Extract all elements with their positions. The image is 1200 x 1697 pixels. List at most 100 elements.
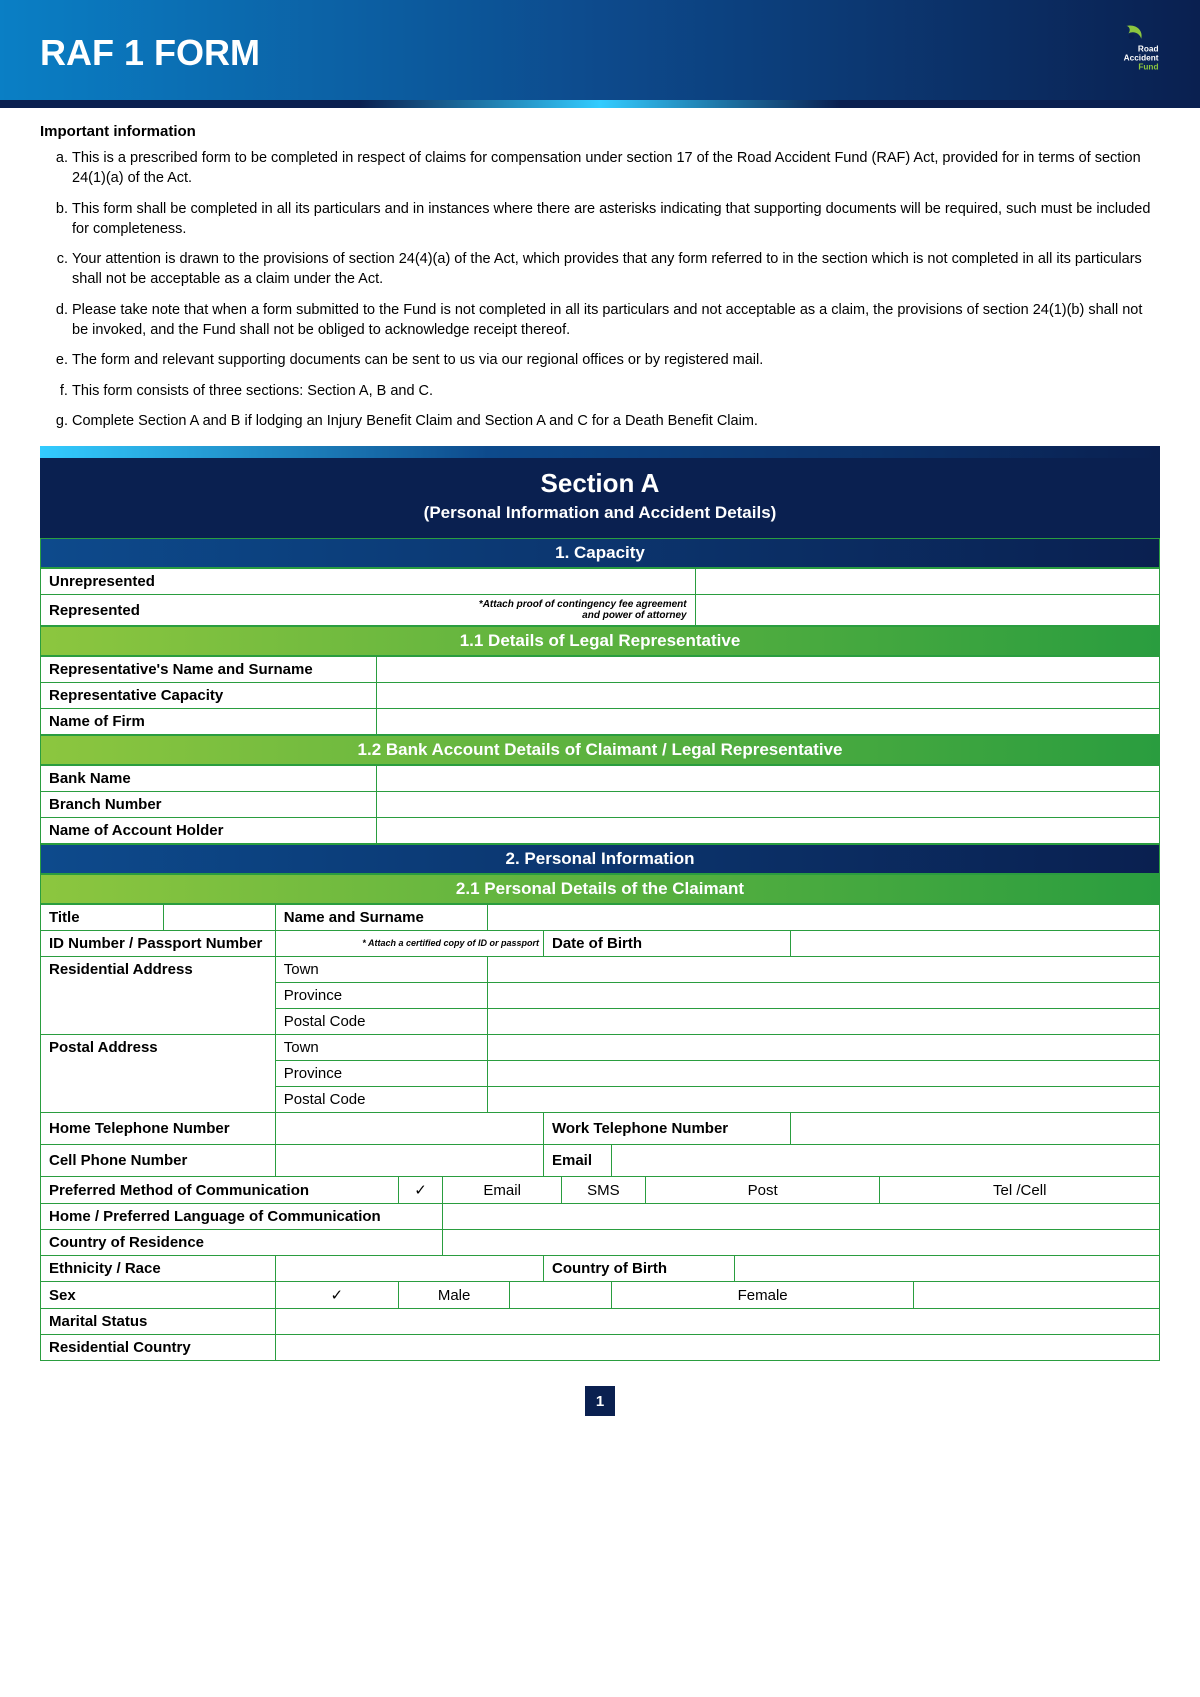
country-birth-field[interactable] bbox=[735, 1256, 1160, 1282]
header-band: RAF 1 FORM Road Accident Fund bbox=[0, 0, 1200, 100]
branch-label: Branch Number bbox=[41, 792, 377, 818]
name-label: Name and Surname bbox=[275, 905, 487, 931]
cell-label: Cell Phone Number bbox=[41, 1145, 276, 1177]
capacity-table: Unrepresented Represented *Attach proof … bbox=[40, 568, 1160, 626]
res-postal-label: Postal Code bbox=[275, 1009, 487, 1035]
female-label: Female bbox=[612, 1282, 914, 1309]
res-town-field[interactable] bbox=[488, 957, 1160, 983]
rep-name-label: Representative's Name and Surname bbox=[41, 657, 377, 683]
res-postal-field[interactable] bbox=[488, 1009, 1160, 1035]
home-tel-label: Home Telephone Number bbox=[41, 1113, 276, 1145]
home-tel-field[interactable] bbox=[275, 1113, 543, 1145]
rep-capacity-field[interactable] bbox=[376, 683, 1159, 709]
info-item: Complete Section A and B if lodging an I… bbox=[72, 411, 1160, 431]
info-item: This is a prescribed form to be complete… bbox=[72, 148, 1160, 189]
opt-tel[interactable]: Tel /Cell bbox=[880, 1177, 1160, 1204]
ethnicity-field[interactable] bbox=[275, 1256, 543, 1282]
marital-field[interactable] bbox=[275, 1309, 1159, 1335]
opt-email[interactable]: Email bbox=[443, 1177, 562, 1204]
postal-addr-label: Postal Address bbox=[41, 1035, 276, 1113]
postal-province-field[interactable] bbox=[488, 1061, 1160, 1087]
ethnicity-label: Ethnicity / Race bbox=[41, 1256, 276, 1282]
res-province-label: Province bbox=[275, 983, 487, 1009]
important-list: This is a prescribed form to be complete… bbox=[40, 148, 1160, 431]
id-passport-label: ID Number / Passport Number bbox=[41, 931, 276, 957]
pref-check-icon: ✓ bbox=[398, 1177, 443, 1204]
unrepresented-field[interactable] bbox=[695, 569, 1159, 595]
home-lang-field[interactable] bbox=[443, 1204, 1160, 1230]
postal-code-label: Postal Code bbox=[275, 1087, 487, 1113]
postal-town-label: Town bbox=[275, 1035, 487, 1061]
section-header: Section A (Personal Information and Acci… bbox=[40, 458, 1160, 538]
postal-town-field[interactable] bbox=[488, 1035, 1160, 1061]
opt-sms[interactable]: SMS bbox=[561, 1177, 645, 1204]
section-a: Section A (Personal Information and Acci… bbox=[40, 446, 1160, 1361]
country-res-label: Country of Residence bbox=[41, 1230, 443, 1256]
info-item: Please take note that when a form submit… bbox=[72, 300, 1160, 341]
info-item: This form shall be completed in all its … bbox=[72, 199, 1160, 240]
svg-text:Fund: Fund bbox=[1138, 63, 1158, 72]
represented-note: *Attach proof of contingency fee agreeme… bbox=[467, 599, 687, 621]
name-field[interactable] bbox=[488, 905, 1160, 931]
postal-province-label: Province bbox=[275, 1061, 487, 1087]
subheader-personal: 2. Personal Information bbox=[40, 844, 1160, 874]
holder-label: Name of Account Holder bbox=[41, 818, 377, 844]
res-country-field[interactable] bbox=[275, 1335, 1159, 1361]
title-field[interactable] bbox=[163, 905, 275, 931]
opt-post[interactable]: Post bbox=[645, 1177, 880, 1204]
work-tel-label: Work Telephone Number bbox=[544, 1113, 791, 1145]
male-label: Male bbox=[398, 1282, 510, 1309]
legal-rep-table: Representative's Name and Surname Repres… bbox=[40, 656, 1160, 735]
page-title: RAF 1 FORM bbox=[40, 32, 260, 74]
email-label: Email bbox=[544, 1145, 612, 1177]
section-header-accent bbox=[40, 446, 1160, 458]
country-res-field[interactable] bbox=[443, 1230, 1160, 1256]
subheader-legal-rep: 1.1 Details of Legal Representative bbox=[40, 626, 1160, 656]
bank-name-label: Bank Name bbox=[41, 766, 377, 792]
male-field[interactable] bbox=[510, 1282, 612, 1309]
info-item: The form and relevant supporting documen… bbox=[72, 350, 1160, 370]
represented-label: Represented bbox=[49, 602, 140, 619]
res-country-label: Residential Country bbox=[41, 1335, 276, 1361]
svg-text:Road: Road bbox=[1138, 45, 1159, 54]
id-note: * Attach a certified copy of ID or passp… bbox=[284, 939, 539, 949]
important-heading: Important information bbox=[40, 123, 1160, 140]
represented-field[interactable] bbox=[695, 595, 1159, 626]
dob-field[interactable] bbox=[791, 931, 1160, 957]
branch-field[interactable] bbox=[376, 792, 1159, 818]
email-field[interactable] bbox=[612, 1145, 1160, 1177]
home-lang-label: Home / Preferred Language of Communicati… bbox=[41, 1204, 443, 1230]
res-province-field[interactable] bbox=[488, 983, 1160, 1009]
bank-name-field[interactable] bbox=[376, 766, 1159, 792]
bank-table: Bank Name Branch Number Name of Account … bbox=[40, 765, 1160, 844]
sex-label: Sex bbox=[41, 1282, 276, 1309]
dob-label: Date of Birth bbox=[544, 931, 791, 957]
represented-row: Represented *Attach proof of contingency… bbox=[41, 595, 696, 626]
firm-field[interactable] bbox=[376, 709, 1159, 735]
info-item: This form consists of three sections: Se… bbox=[72, 381, 1160, 401]
unrepresented-label: Unrepresented bbox=[41, 569, 696, 595]
raf-logo: Road Accident Fund bbox=[1100, 20, 1160, 85]
pref-com-label: Preferred Method of Communication bbox=[41, 1177, 399, 1204]
res-town-label: Town bbox=[275, 957, 487, 983]
id-passport-field[interactable]: * Attach a certified copy of ID or passp… bbox=[275, 931, 543, 957]
female-field[interactable] bbox=[913, 1282, 1159, 1309]
country-birth-label: Country of Birth bbox=[544, 1256, 735, 1282]
work-tel-field[interactable] bbox=[791, 1113, 1160, 1145]
subheader-claimant: 2.1 Personal Details of the Claimant bbox=[40, 874, 1160, 904]
section-title: Section A bbox=[40, 468, 1160, 499]
cell-field[interactable] bbox=[275, 1145, 543, 1177]
subheader-capacity: 1. Capacity bbox=[40, 538, 1160, 568]
rep-name-field[interactable] bbox=[376, 657, 1159, 683]
info-item: Your attention is drawn to the provision… bbox=[72, 249, 1160, 290]
section-subtitle: (Personal Information and Accident Detai… bbox=[40, 503, 1160, 523]
claimant-table: Title Name and Surname ID Number / Passp… bbox=[40, 904, 1160, 1361]
holder-field[interactable] bbox=[376, 818, 1159, 844]
postal-code-field[interactable] bbox=[488, 1087, 1160, 1113]
page-number: 1 bbox=[585, 1386, 615, 1416]
accent-bar bbox=[0, 100, 1200, 108]
title-label: Title bbox=[41, 905, 164, 931]
marital-label: Marital Status bbox=[41, 1309, 276, 1335]
res-addr-label: Residential Address bbox=[41, 957, 276, 1035]
sex-check-icon: ✓ bbox=[275, 1282, 398, 1309]
